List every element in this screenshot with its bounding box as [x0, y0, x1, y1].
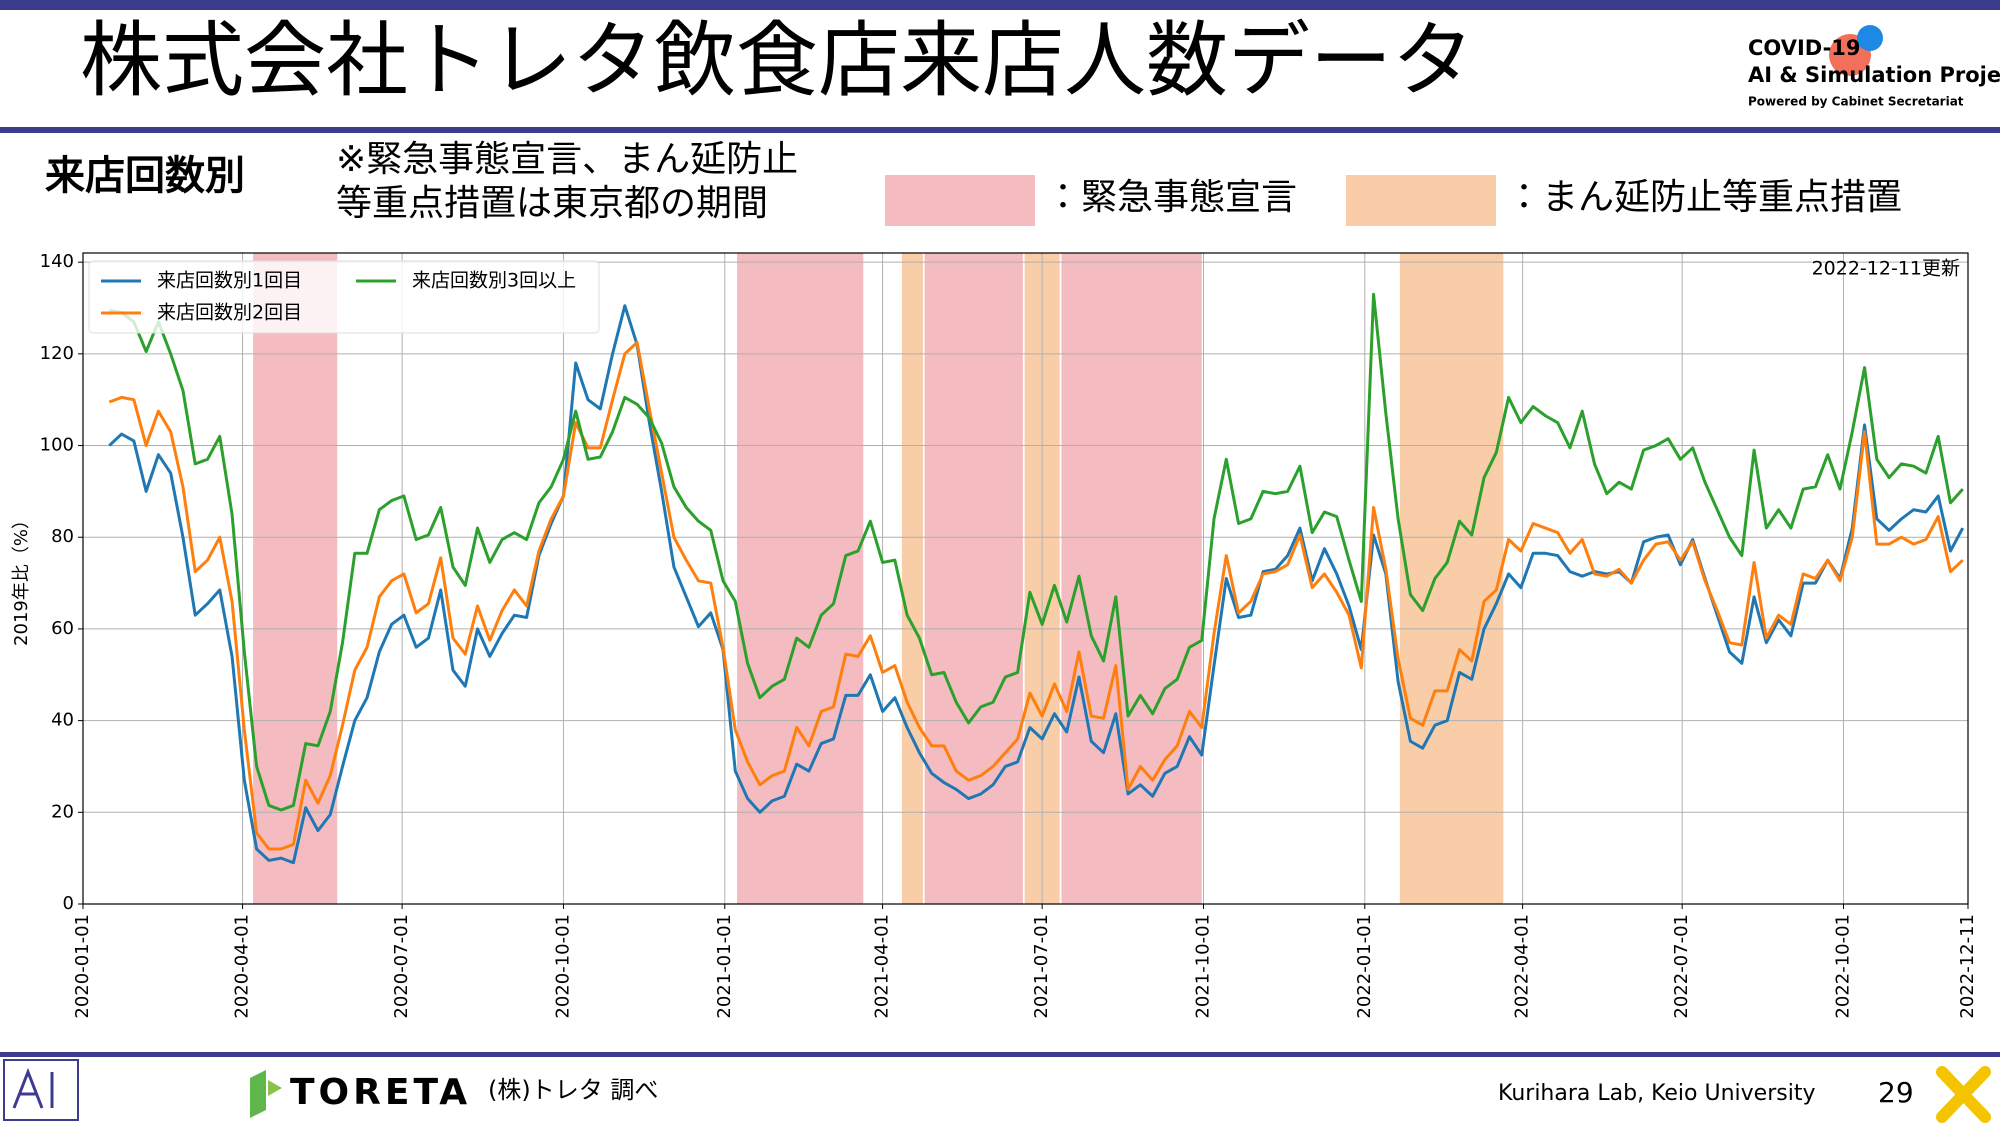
x-tick-label: 2020-04-01	[232, 914, 253, 1019]
period-band	[1061, 253, 1202, 904]
period-band	[253, 253, 338, 904]
period-label: ：緊急事態宣言	[1045, 177, 1297, 218]
top-band	[0, 0, 2000, 10]
x-tick-label: 2021-07-01	[1031, 914, 1052, 1019]
period-band	[924, 253, 1023, 904]
chart: 0 20 40 60 80 100 120 140 2020-01-01 2020-04-01 20…	[11, 251, 1978, 1018]
project-logo: COVID-19 AI & Simulation Project Powered…	[1748, 25, 2000, 109]
legend-label: 来店回数別3回以上	[412, 270, 576, 292]
x-tick-label: 2022-07-01	[1671, 914, 1692, 1019]
page-number: 29	[1878, 1076, 1914, 1109]
x-tick-label: 2022-04-01	[1512, 914, 1533, 1019]
period-swatch	[1346, 175, 1496, 226]
logo-line: Powered by Cabinet Secretariat	[1748, 95, 1964, 109]
y-tick-label: 120	[40, 343, 74, 364]
source-note: (株)トレタ 調べ	[488, 1076, 658, 1104]
x-tick-label: 2022-12-11	[1957, 914, 1978, 1019]
x-tick-label: 2021-04-01	[872, 914, 893, 1019]
period-label: ：まん延防止等重点措置	[1506, 177, 1902, 218]
logo-line: AI & Simulation Project	[1748, 63, 2000, 87]
logo-dot	[1857, 25, 1883, 51]
y-tick-label: 140	[40, 251, 74, 272]
series-line	[108, 340, 1964, 851]
x-tick-label: 2020-10-01	[552, 914, 573, 1019]
toreta-brand: TORETA	[290, 1072, 471, 1113]
period-legend: ：緊急事態宣言 ：まん延防止等重点措置	[885, 175, 1902, 226]
x-tick-label: 2020-07-01	[391, 914, 412, 1019]
icon-glyph	[12, 1067, 54, 1109]
toreta-logo: TORETA	[250, 1070, 471, 1118]
note-line: 等重点措置は東京都の期間	[336, 183, 768, 224]
x-logo	[1936, 1066, 1991, 1123]
x-mark	[1936, 1066, 1991, 1123]
series-line	[109, 292, 1964, 812]
x-tick-label: 2020-01-01	[72, 914, 93, 1019]
icon-frame	[3, 1059, 79, 1121]
update-note: 2022-12-11更新	[1812, 258, 1960, 280]
y-tick-label: 100	[40, 435, 74, 456]
section-title: 来店回数別	[45, 153, 245, 199]
plot-frame	[82, 252, 1969, 905]
note-line: ※緊急事態宣言、まん延防止	[336, 139, 798, 180]
toreta-mark	[250, 1070, 266, 1118]
y-tick-label: 0	[63, 893, 74, 914]
logo-line: COVID-19	[1748, 36, 1861, 60]
toreta-mark	[268, 1080, 282, 1096]
y-tick-label: 60	[51, 618, 74, 639]
x-tick-label: 2022-01-01	[1354, 914, 1375, 1019]
lab-icon	[3, 1059, 79, 1121]
footer-rule	[0, 1052, 2000, 1057]
y-axis-label: 2019年比（%）	[11, 511, 32, 646]
x-tick-label: 2021-10-01	[1192, 914, 1213, 1019]
y-tick-label: 20	[51, 801, 74, 822]
y-tick-label: 40	[51, 710, 74, 731]
title-rule	[0, 127, 2000, 133]
period-band	[737, 253, 864, 904]
x-tick-label: 2022-10-01	[1833, 914, 1854, 1019]
series-line	[108, 304, 1965, 865]
period-band	[901, 253, 923, 904]
period-swatch	[885, 175, 1035, 226]
legend-label: 来店回数別1回目	[157, 270, 302, 292]
y-tick-label: 80	[51, 526, 74, 547]
legend-box	[88, 260, 600, 334]
lab-name: Kurihara Lab, Keio University	[1498, 1081, 1815, 1106]
period-band	[1399, 253, 1504, 904]
slide-title: 株式会社トレタ飲食店来店人数データ	[80, 13, 1474, 108]
legend-label: 来店回数別2回目	[157, 302, 302, 324]
x-tick-label: 2021-01-01	[714, 914, 735, 1019]
